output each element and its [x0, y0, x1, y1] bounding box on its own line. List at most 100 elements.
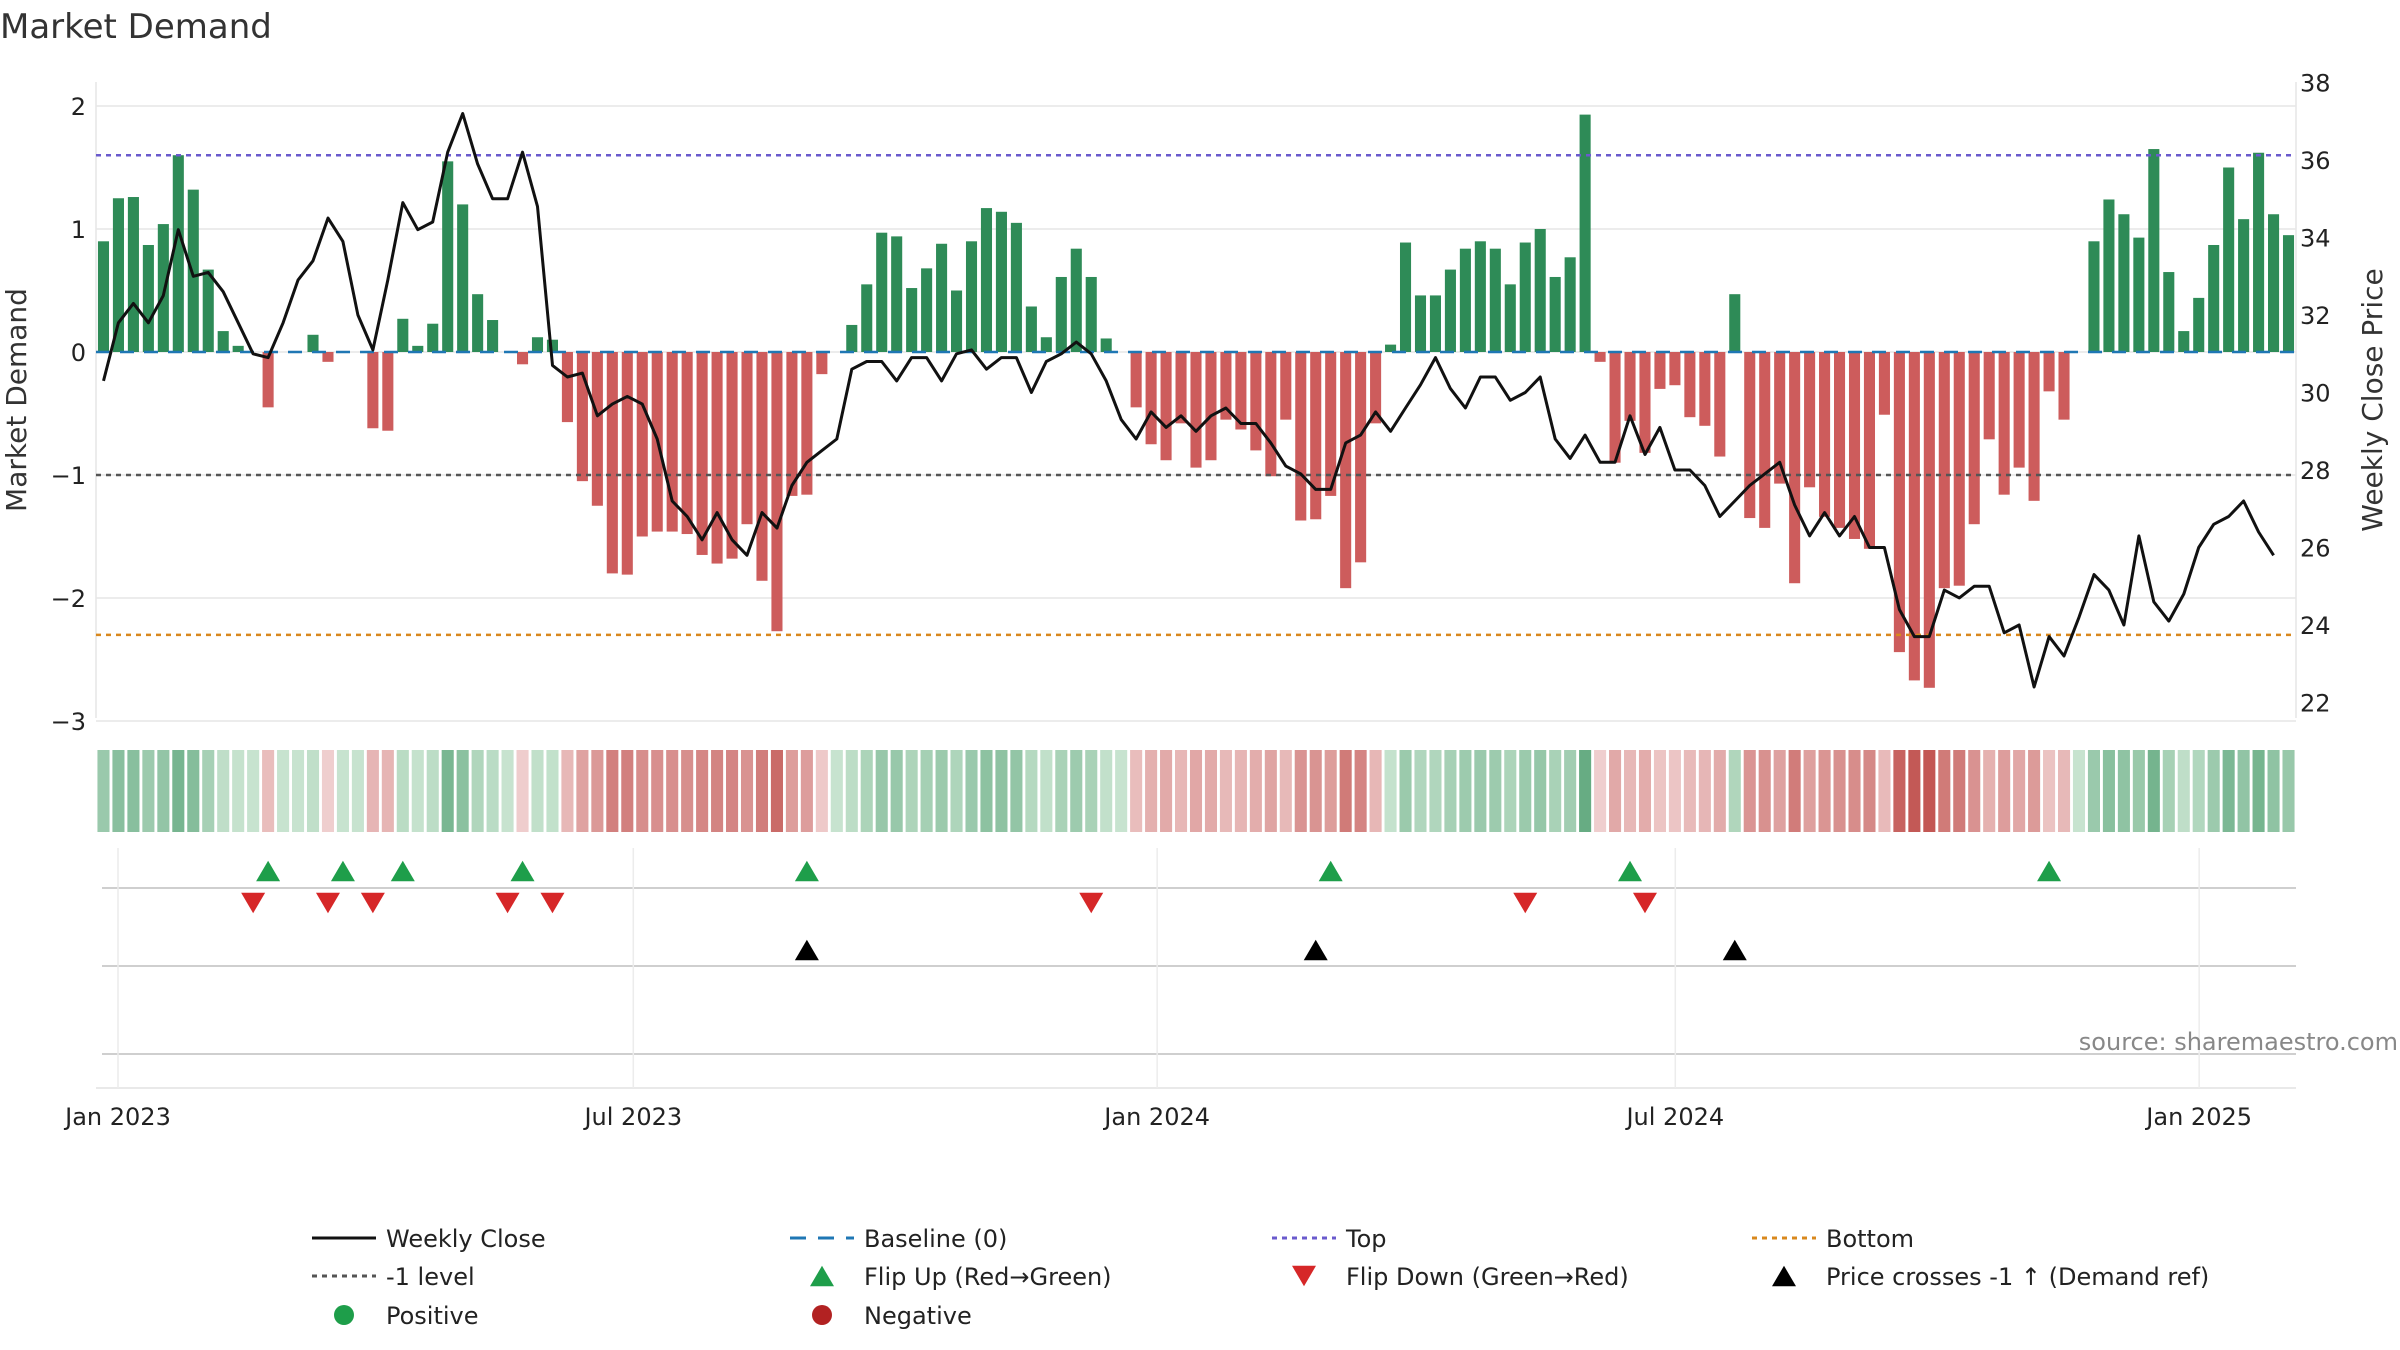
negative-demand-bar — [801, 352, 813, 495]
positive-demand-bar — [112, 198, 124, 352]
positive-demand-bar — [307, 334, 319, 352]
positive-demand-bar — [1385, 344, 1397, 352]
heat-strip-cell — [1489, 750, 1502, 832]
x-tick-label: Jul 2024 — [1624, 1103, 1724, 1131]
positive-demand-bar — [921, 268, 933, 352]
positive-demand-bar — [951, 290, 963, 352]
negative-demand-bar — [606, 352, 618, 574]
left-axis-ticks: 2 1 0 −1 −2 −3 — [51, 93, 86, 736]
heat-strip-cell — [2028, 750, 2041, 832]
heat-strip-cell — [1174, 750, 1188, 832]
demand-heat-strip — [97, 750, 2295, 832]
flip-up-marker — [390, 860, 415, 882]
heat-strip-cell — [2013, 750, 2026, 832]
positive-demand-bar — [2163, 272, 2175, 352]
heat-strip-cell — [2117, 750, 2130, 832]
negative-demand-bar — [1654, 352, 1666, 389]
left-tick-label: 0 — [71, 339, 86, 367]
legend-swatch-triangle-down — [1292, 1265, 1316, 1287]
negative-demand-bar — [262, 352, 274, 408]
heat-strip-cell — [1803, 750, 1816, 832]
positive-demand-bar — [2208, 244, 2220, 352]
positive-demand-bar — [232, 345, 244, 352]
heat-strip-cell — [1414, 750, 1427, 832]
negative-demand-bar — [1834, 352, 1846, 528]
negative-demand-bar — [1923, 352, 1935, 688]
heat-strip-cell — [1369, 750, 1382, 832]
positive-demand-bar — [936, 243, 948, 352]
heat-strip-cell — [1833, 750, 1846, 832]
heat-strip-cell — [1145, 750, 1158, 832]
negative-demand-bar — [2028, 352, 2040, 501]
right-tick-label: 22 — [2300, 690, 2331, 718]
heat-strip-cell — [187, 750, 200, 832]
positive-demand-bar — [980, 208, 993, 352]
negative-demand-bar — [1968, 352, 1980, 525]
heat-strip-cell — [785, 750, 798, 832]
negative-demand-bar — [1819, 352, 1831, 517]
heat-strip-cell — [1818, 750, 1831, 832]
negative-demand-bar — [1265, 352, 1277, 477]
right-tick-label: 30 — [2300, 380, 2331, 408]
heat-strip-cell — [441, 750, 454, 832]
heat-strip-cell — [1474, 750, 1487, 832]
heat-strip-cell — [950, 750, 963, 832]
positive-demand-bar — [876, 232, 888, 352]
flip-up-marker — [1318, 860, 1343, 882]
heat-strip-cell — [1713, 750, 1726, 832]
positive-demand-bar — [397, 318, 409, 352]
heat-strip-cell — [351, 750, 364, 832]
negative-demand-bar — [1953, 352, 1965, 586]
positive-demand-bar — [2088, 241, 2100, 352]
positive-demand-bar — [1429, 295, 1441, 352]
flip-down-marker — [1079, 892, 1104, 914]
heat-strip-cell — [97, 750, 110, 832]
left-axis-label: Market Demand — [0, 288, 33, 512]
heat-strip-cell — [321, 750, 335, 832]
heat-strip-cell — [636, 750, 649, 832]
legend-label: Top — [1345, 1225, 1387, 1253]
heat-strip-cell — [501, 750, 514, 832]
heat-strip-cell — [306, 750, 320, 832]
legend-item: Flip Down (Green→Red) — [1292, 1263, 1629, 1291]
left-tick-label: −1 — [51, 462, 86, 490]
heat-strip-cell — [1564, 750, 1577, 832]
heat-strip-cell — [890, 750, 903, 832]
legend: Weekly Close Baseline (0) Top Bottom -1 leve… — [312, 1225, 2209, 1330]
positive-demand-bar — [1085, 276, 1097, 352]
legend-label: Weekly Close — [386, 1225, 546, 1253]
heat-strip-cell — [1728, 750, 1741, 832]
legend-item: Negative — [812, 1302, 972, 1330]
flip-down-marker — [1632, 892, 1657, 914]
negative-demand-bar — [1370, 352, 1382, 424]
heat-strip-cell — [456, 750, 469, 832]
heat-strip-cell — [1908, 750, 1921, 832]
positive-demand-bar — [487, 320, 499, 352]
left-tick-label: −2 — [51, 585, 86, 613]
negative-demand-bar — [636, 352, 648, 537]
weekly-close-line — [102, 112, 2275, 689]
negative-demand-bar — [1878, 352, 1890, 415]
heat-strip-cell — [935, 750, 948, 832]
negative-demand-bar — [1998, 352, 2010, 495]
positive-demand-bar — [442, 161, 454, 352]
heat-strip-cell — [576, 750, 589, 832]
positive-demand-bar — [2282, 235, 2295, 352]
heat-strip-cell — [800, 750, 813, 832]
heat-strip-cell — [2147, 750, 2160, 832]
heat-strip-cell — [1623, 750, 1637, 832]
positive-demand-bar — [2178, 331, 2190, 352]
negative-demand-bar — [2013, 352, 2025, 468]
legend-label: Flip Down (Green→Red) — [1346, 1263, 1629, 1291]
heat-strip-cell — [1638, 750, 1652, 832]
flip-down-marker — [315, 892, 340, 914]
heat-strip-cell — [1100, 750, 1113, 832]
positive-demand-bar — [427, 323, 439, 352]
positive-demand-bar — [1549, 276, 1561, 352]
price-cross-marker — [794, 939, 819, 961]
heat-strip-cell — [112, 750, 125, 832]
price-cross-marker — [1722, 939, 1747, 961]
negative-demand-bar — [1609, 352, 1621, 463]
negative-demand-bar — [1804, 352, 1816, 488]
flip-down-marker — [360, 892, 385, 914]
